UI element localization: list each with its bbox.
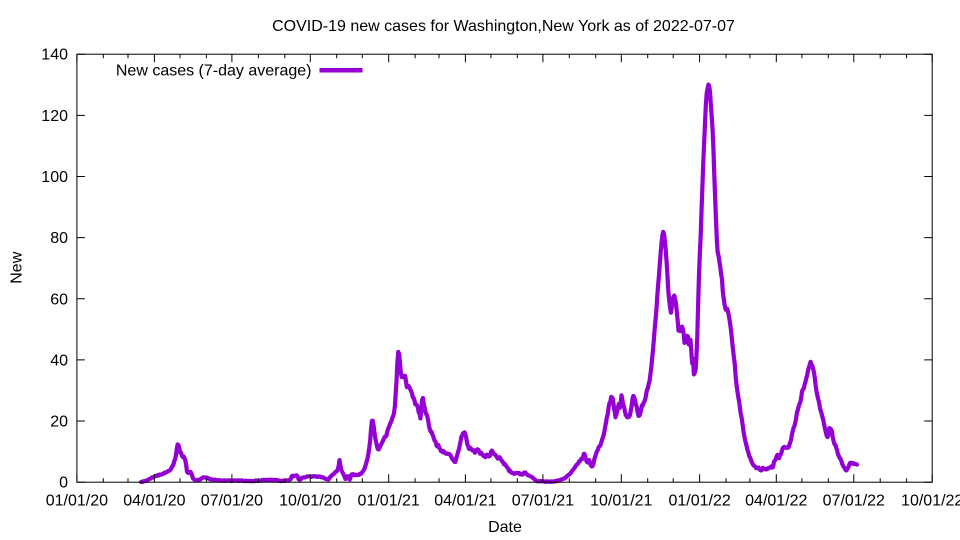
- svg-text:01/01/20: 01/01/20: [46, 493, 108, 510]
- svg-text:10/01/20: 10/01/20: [279, 493, 341, 510]
- svg-text:10/01/21: 10/01/21: [590, 493, 652, 510]
- svg-text:01/01/21: 01/01/21: [358, 493, 420, 510]
- svg-text:80: 80: [50, 230, 68, 247]
- svg-text:07/01/20: 07/01/20: [201, 493, 263, 510]
- svg-text:140: 140: [41, 47, 68, 64]
- svg-text:100: 100: [41, 169, 68, 186]
- svg-text:04/01/21: 04/01/21: [434, 493, 496, 510]
- svg-text:Date: Date: [488, 519, 522, 536]
- svg-text:New cases (7-day average): New cases (7-day average): [116, 63, 312, 80]
- svg-text:20: 20: [50, 414, 68, 431]
- svg-text:10/01/22: 10/01/22: [901, 493, 960, 510]
- svg-text:New: New: [9, 251, 26, 283]
- svg-text:07/01/22: 07/01/22: [823, 493, 885, 510]
- svg-text:COVID-19 new cases for Washing: COVID-19 new cases for Washington,New Yo…: [272, 18, 735, 35]
- svg-text:0: 0: [59, 475, 68, 492]
- svg-text:04/01/20: 04/01/20: [123, 493, 185, 510]
- svg-text:04/01/22: 04/01/22: [745, 493, 807, 510]
- svg-text:60: 60: [50, 291, 68, 308]
- svg-text:07/01/21: 07/01/21: [512, 493, 574, 510]
- svg-text:120: 120: [41, 108, 68, 125]
- svg-text:01/01/22: 01/01/22: [668, 493, 730, 510]
- svg-text:40: 40: [50, 352, 68, 369]
